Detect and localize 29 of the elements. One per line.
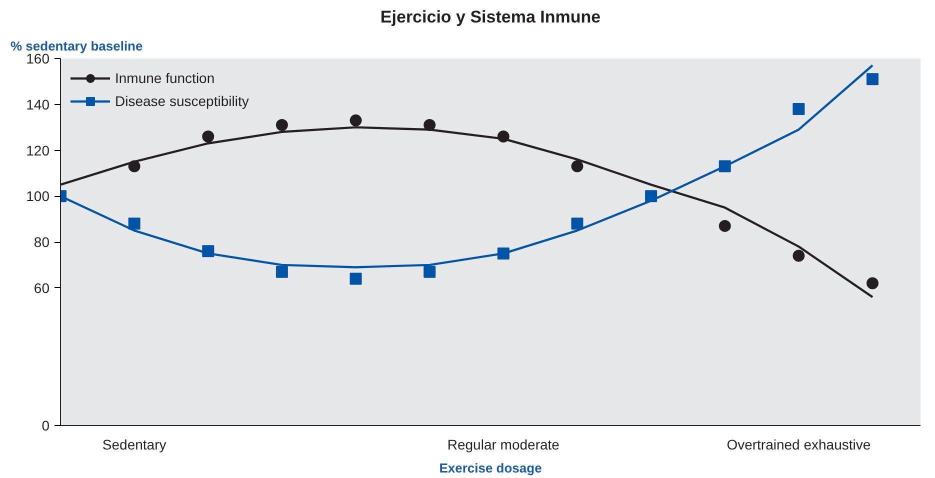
y-tick-label: 140	[26, 96, 50, 112]
x-tick-label: Sedentary	[102, 436, 166, 452]
chart-title: Ejercicio y Sistema Inmune	[380, 8, 601, 26]
x-tick-label: Regular moderate	[447, 436, 560, 452]
y-tick-label: 160	[26, 50, 50, 66]
y-tick-label: 80	[34, 234, 50, 250]
x-axis-title: Exercise dosage	[439, 460, 542, 476]
point	[276, 119, 288, 132]
point	[792, 102, 805, 115]
point	[866, 277, 879, 290]
legend-label: Disease susceptibility	[115, 93, 249, 109]
point	[350, 272, 362, 285]
legend-label: Inmune function	[115, 70, 215, 86]
y-axis-title: % sedentary baseline	[10, 38, 143, 54]
y-tick-label: 60	[34, 280, 50, 296]
point	[202, 130, 214, 142]
point	[792, 250, 805, 262]
point	[276, 266, 288, 278]
point	[571, 160, 584, 172]
point	[424, 266, 436, 278]
point	[718, 220, 731, 232]
point	[571, 218, 584, 230]
point	[350, 114, 362, 126]
x-tick-label: Overtrained exhaustive	[726, 436, 871, 452]
point	[128, 218, 140, 230]
y-tick-label: 100	[26, 188, 50, 204]
y-tick-label: 0	[42, 418, 50, 434]
y-tick-label: 120	[26, 142, 50, 158]
point	[866, 73, 879, 86]
